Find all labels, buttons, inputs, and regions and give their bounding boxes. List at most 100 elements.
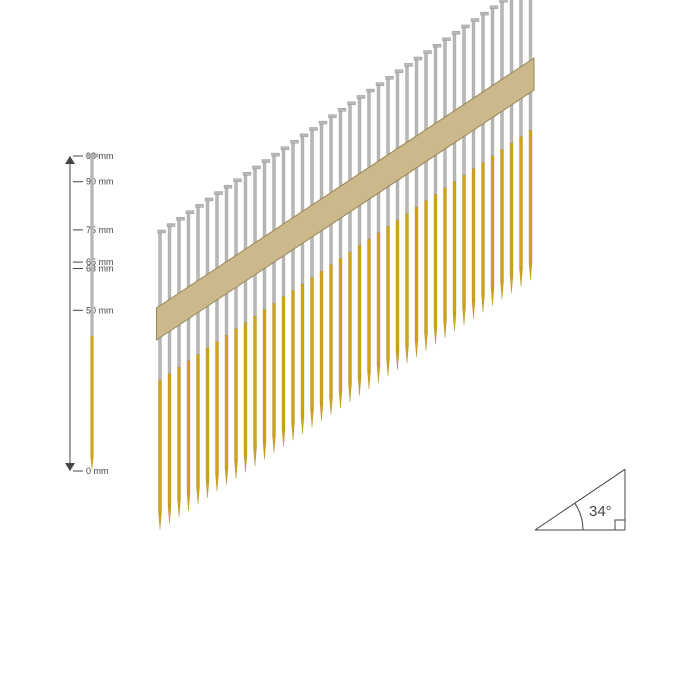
strip-nail-lower — [263, 310, 266, 442]
strip-nail-head — [281, 147, 289, 150]
strip-nail-tip — [349, 384, 352, 402]
dimension-label: 90 mm — [86, 177, 114, 187]
strip-nail-lower — [415, 207, 418, 339]
nail-strip — [157, 0, 537, 530]
strip-nail-upper — [311, 129, 314, 277]
strip-nail-tip — [254, 448, 257, 466]
strip-nail-upper — [377, 85, 380, 233]
strip-nail-head — [224, 185, 232, 188]
strip-nail-lower — [501, 149, 504, 281]
strip-nail-upper — [444, 40, 447, 188]
strip-nail-head — [338, 108, 346, 111]
strip-nail-tip — [244, 454, 247, 472]
strip-nail-lower — [320, 271, 323, 403]
strip-nail-lower — [330, 265, 333, 397]
strip-nail-lower — [425, 201, 428, 333]
strip-nail-upper — [453, 33, 456, 181]
strip-nail-upper — [387, 78, 390, 226]
strip-nail-head — [443, 38, 451, 41]
strip-nail-head — [215, 192, 223, 195]
strip-nail-head — [291, 140, 299, 143]
strip-nail-lower — [216, 342, 219, 474]
strip-nail-upper — [330, 117, 333, 265]
strip-nail-head — [348, 102, 356, 105]
strip-nail-lower — [472, 169, 475, 301]
nail-shank-upper — [90, 157, 93, 336]
strip-nail-tip — [206, 480, 209, 498]
strip-nail-lower — [235, 329, 238, 461]
strip-nail-tip — [197, 486, 200, 504]
strip-nail-lower — [168, 374, 171, 506]
dimension-label: 50 mm — [86, 305, 114, 315]
strip-nail-head — [433, 44, 441, 47]
strip-nail-tip — [282, 429, 285, 447]
strip-nail-tip — [216, 474, 219, 492]
strip-nail-upper — [349, 104, 352, 252]
strip-nail-tip — [415, 339, 418, 357]
strip-nail-head — [158, 230, 166, 233]
strip-nail-upper — [339, 110, 342, 258]
right-angle-icon — [615, 520, 625, 530]
strip-nail-tip — [311, 409, 314, 427]
strip-nail-lower — [377, 233, 380, 365]
strip-nail-head — [262, 160, 270, 163]
angle-hypotenuse — [535, 469, 625, 530]
strip-nail-head — [386, 76, 394, 79]
strip-nail-upper — [415, 59, 418, 207]
strip-nail-lower — [434, 194, 437, 326]
strip-nail-upper — [320, 123, 323, 271]
strip-nail-head — [272, 153, 280, 156]
strip-nail-lower — [206, 348, 209, 480]
strip-nail-upper — [368, 91, 371, 239]
strip-nail-head — [471, 19, 479, 22]
strip-nail-head — [424, 51, 432, 54]
strip-nail-head — [205, 198, 213, 201]
strip-nail-head — [329, 115, 337, 118]
strip-nail-tip — [434, 326, 437, 344]
strip-nail-upper — [406, 65, 409, 213]
strip-nail-lower — [225, 335, 228, 467]
strip-nail-lower — [453, 181, 456, 313]
angle-label: 34° — [589, 503, 612, 520]
strip-nail-tip — [168, 506, 171, 524]
strip-nail-tip — [463, 307, 466, 325]
strip-nail-tip — [178, 499, 181, 517]
strip-nail-upper — [358, 97, 361, 245]
strip-nail-lower — [244, 322, 247, 454]
angle-arc — [575, 503, 583, 530]
strip-nail-tip — [396, 352, 399, 370]
strip-nail-head — [481, 12, 489, 15]
strip-nail-head — [196, 204, 204, 207]
strip-nail-tip — [358, 377, 361, 395]
strip-nail-tip — [453, 313, 456, 331]
strip-nail-tip — [425, 333, 428, 351]
strip-nail-lower — [178, 367, 181, 499]
strip-nail-upper — [463, 27, 466, 175]
strip-nail-upper — [434, 46, 437, 194]
strip-nail-head — [319, 121, 327, 124]
strip-nail-head — [243, 172, 251, 175]
strip-nail-lower — [349, 252, 352, 384]
dimension-arrow-bottom — [65, 463, 75, 471]
strip-nail-tip — [377, 365, 380, 383]
strip-nail-head — [310, 127, 318, 130]
strip-nail-lower — [339, 258, 342, 390]
strip-nail-lower — [482, 162, 485, 294]
strip-nail-tip — [406, 345, 409, 363]
strip-nail-lower — [444, 188, 447, 320]
strip-nail-tip — [320, 403, 323, 421]
strip-nail-lower — [396, 220, 399, 352]
strip-nail-head — [357, 95, 365, 98]
strip-nail-head — [376, 83, 384, 86]
strip-nail-lower — [292, 290, 295, 422]
strip-nail-lower — [368, 239, 371, 371]
strip-nail-head — [452, 31, 460, 34]
strip-nail-upper — [425, 53, 428, 201]
strip-nail-head — [367, 89, 375, 92]
strip-nail-tip — [273, 435, 276, 453]
strip-nail-upper — [482, 14, 485, 162]
strip-nail-lower — [197, 354, 200, 486]
dimension-label: 75 mm — [86, 225, 114, 235]
strip-nail-tip — [368, 371, 371, 389]
dimension-label: 0 mm — [86, 466, 109, 476]
